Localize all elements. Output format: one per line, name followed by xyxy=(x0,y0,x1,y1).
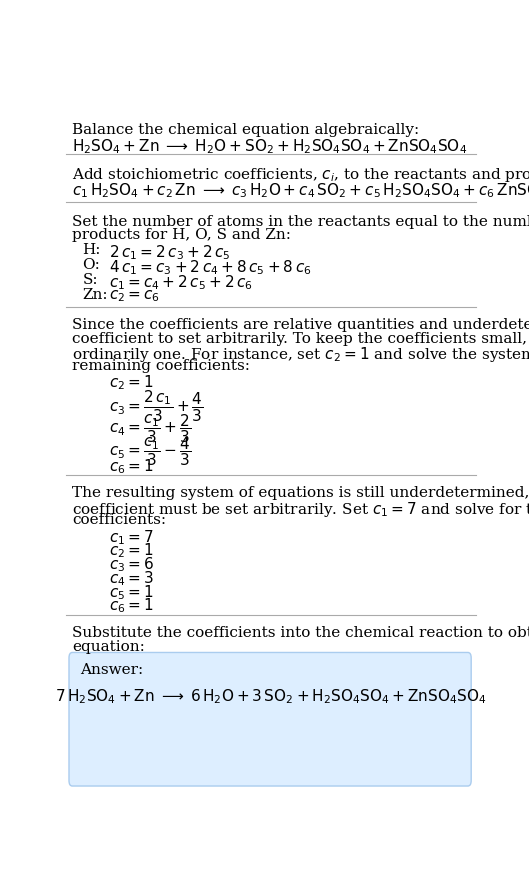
Text: $c_5 = 1$: $c_5 = 1$ xyxy=(109,583,154,602)
Text: $c_1 = 7$: $c_1 = 7$ xyxy=(109,527,154,546)
Text: $c_3 = \dfrac{2\,c_1}{3} + \dfrac{4}{3}$: $c_3 = \dfrac{2\,c_1}{3} + \dfrac{4}{3}$ xyxy=(109,389,204,425)
Text: equation:: equation: xyxy=(72,640,145,654)
Text: $c_4 = 3$: $c_4 = 3$ xyxy=(109,569,154,588)
Text: $4\,c_1 = c_3 + 2\,c_4 + 8\,c_5 + 8\,c_6$: $4\,c_1 = c_3 + 2\,c_4 + 8\,c_5 + 8\,c_6… xyxy=(109,258,312,277)
Text: S:: S: xyxy=(83,274,98,287)
Text: $c_2 = c_6$: $c_2 = c_6$ xyxy=(109,289,160,304)
Text: $2\,c_1 = 2\,c_3 + 2\,c_5$: $2\,c_1 = 2\,c_3 + 2\,c_5$ xyxy=(109,243,231,262)
Text: $c_1\,\mathrm{H_2SO_4} + c_2\,\mathrm{Zn} \;\longrightarrow\; c_3\,\mathrm{H_2O}: $c_1\,\mathrm{H_2SO_4} + c_2\,\mathrm{Zn… xyxy=(72,181,529,200)
Text: $c_4 = \dfrac{c_1}{3} + \dfrac{2}{3}$: $c_4 = \dfrac{c_1}{3} + \dfrac{2}{3}$ xyxy=(109,412,191,445)
Text: $7\,\mathrm{H_2SO_4} + \mathrm{Zn} \;\longrightarrow\; 6\,\mathrm{H_2O} + 3\,\ma: $7\,\mathrm{H_2SO_4} + \mathrm{Zn} \;\lo… xyxy=(55,687,487,705)
Text: Set the number of atoms in the reactants equal to the number of atoms in the: Set the number of atoms in the reactants… xyxy=(72,215,529,229)
Text: Balance the chemical equation algebraically:: Balance the chemical equation algebraica… xyxy=(72,123,419,137)
Text: remaining coefficients:: remaining coefficients: xyxy=(72,359,250,373)
Text: $c_2 = 1$: $c_2 = 1$ xyxy=(109,374,154,392)
Text: $c_6 = 1$: $c_6 = 1$ xyxy=(109,458,154,477)
Text: H:: H: xyxy=(83,243,101,257)
Text: $c_5 = \dfrac{c_1}{3} - \dfrac{4}{3}$: $c_5 = \dfrac{c_1}{3} - \dfrac{4}{3}$ xyxy=(109,435,191,468)
Text: coefficients:: coefficients: xyxy=(72,513,167,527)
FancyBboxPatch shape xyxy=(69,653,471,786)
Text: coefficient to set arbitrarily. To keep the coefficients small, the arbitrary va: coefficient to set arbitrarily. To keep … xyxy=(72,332,529,346)
Text: products for H, O, S and Zn:: products for H, O, S and Zn: xyxy=(72,229,291,242)
Text: $c_6 = 1$: $c_6 = 1$ xyxy=(109,596,154,615)
Text: Since the coefficients are relative quantities and underdetermined, choose a: Since the coefficients are relative quan… xyxy=(72,318,529,332)
Text: Zn:: Zn: xyxy=(83,289,108,302)
Text: Add stoichiometric coefficients, $c_i$, to the reactants and products:: Add stoichiometric coefficients, $c_i$, … xyxy=(72,166,529,184)
Text: $c_3 = 6$: $c_3 = 6$ xyxy=(109,555,154,574)
Text: O:: O: xyxy=(83,258,101,272)
Text: ordinarily one. For instance, set $c_2 = 1$ and solve the system of equations fo: ordinarily one. For instance, set $c_2 =… xyxy=(72,345,529,365)
Text: $\mathrm{H_2SO_4 + Zn} \;\longrightarrow\; \mathrm{H_2O + SO_2 + H_2SO_4SO_4 + Z: $\mathrm{H_2SO_4 + Zn} \;\longrightarrow… xyxy=(72,137,468,156)
Text: The resulting system of equations is still underdetermined, so an additional: The resulting system of equations is sti… xyxy=(72,486,529,500)
Text: coefficient must be set arbitrarily. Set $c_1 = 7$ and solve for the remaining: coefficient must be set arbitrarily. Set… xyxy=(72,500,529,519)
Text: Substitute the coefficients into the chemical reaction to obtain the balanced: Substitute the coefficients into the che… xyxy=(72,627,529,640)
Text: $c_2 = 1$: $c_2 = 1$ xyxy=(109,542,154,561)
Text: Answer:: Answer: xyxy=(80,663,144,678)
Text: $c_1 = c_4 + 2\,c_5 + 2\,c_6$: $c_1 = c_4 + 2\,c_5 + 2\,c_6$ xyxy=(109,274,253,291)
